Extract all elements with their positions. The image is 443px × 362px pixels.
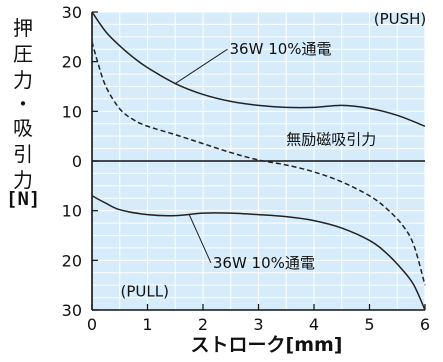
push-region-label: (PUSH)	[374, 10, 427, 28]
ylabel-unit: [N]	[6, 188, 41, 210]
ylabel-char-3: ・	[13, 92, 33, 116]
y-tick-label-5: 20	[62, 251, 82, 270]
x-tick-label-1: 1	[142, 315, 152, 334]
ylabel-char-2: 力	[13, 68, 33, 92]
y-tick-label-6: 30	[62, 301, 82, 320]
y-tick-label-1: 20	[62, 53, 82, 72]
x-tick-label-0: 0	[87, 315, 97, 334]
x-tick-label-5: 5	[364, 315, 374, 334]
series-line-2	[91, 195, 426, 311]
x-tick-label-3: 3	[253, 315, 263, 334]
ylabel-char-1: 圧	[13, 42, 33, 66]
annotation-label-2: 36W 10%通電	[213, 254, 315, 272]
ylabel-char-5: 引	[13, 142, 33, 166]
x-tick-label-2: 2	[198, 315, 208, 334]
x-tick-label-6: 6	[420, 315, 430, 334]
ylabel-char-6: 力	[13, 168, 33, 192]
annotation-leader-2	[188, 214, 212, 263]
series-line-0	[91, 11, 426, 127]
ylabel-char-4: 吸	[13, 116, 33, 140]
ylabel-char-0: 押	[13, 16, 33, 40]
y-tick-label-4: 10	[62, 202, 82, 221]
annotation-label-0: 36W 10%通電	[230, 40, 332, 58]
pull-region-label: (PULL)	[120, 283, 168, 301]
y-tick-label-3: 0	[72, 152, 82, 171]
y-tick-label-2: 10	[62, 102, 82, 121]
annotation-label-1: 無励磁吸引力	[286, 131, 376, 149]
series-line-1	[91, 41, 426, 286]
x-axis-title: ストローク[mm]	[191, 334, 343, 356]
x-tick-label-4: 4	[309, 315, 319, 334]
annotation-leader-0	[174, 48, 228, 84]
y-tick-label-0: 30	[62, 3, 82, 22]
